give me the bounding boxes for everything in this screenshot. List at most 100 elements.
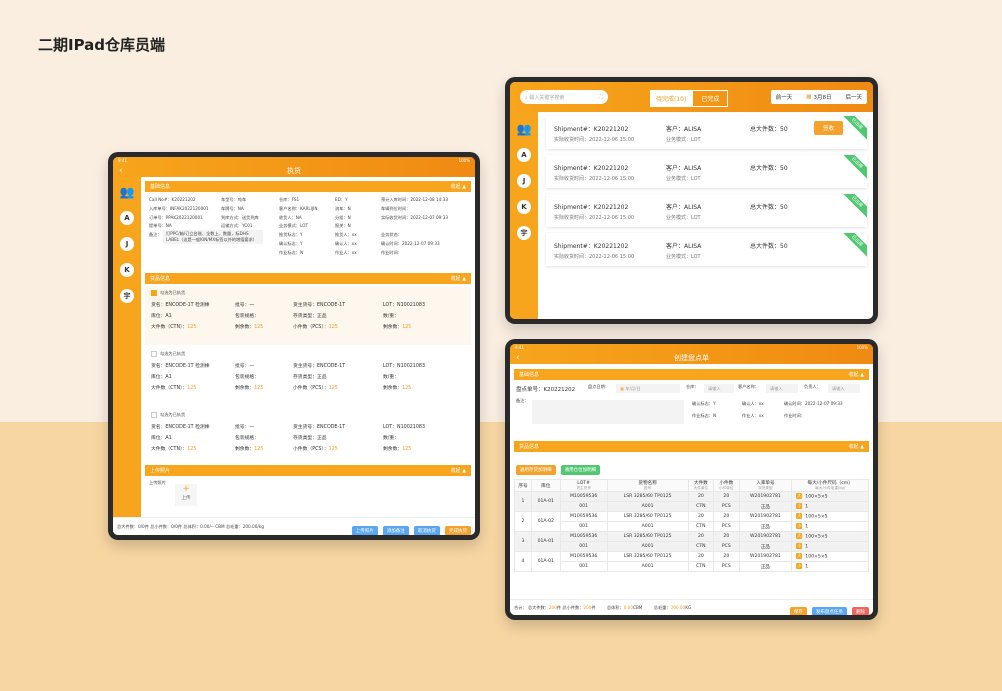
sidebar-item-j[interactable]: J [517,174,531,188]
received-time: 实际收货时间：2022-12-06 15:00 [554,254,635,260]
business-mode: 业务模式：LOT [666,254,701,260]
shipment-card[interactable]: Shipment#：K20221202 实际收货时间：2022-12-06 15:… [546,155,867,188]
stocktake-content: 基础信息 收起 ▲ 盘点单号：K20221202 盘点日期： ▦ 年/月/日 仓库… [514,369,873,599]
info-field: 推货人：xx [335,232,357,238]
date-field[interactable]: ▦ 年/月/日 [616,384,680,393]
sidebar-item-yu[interactable]: 宇 [517,226,531,240]
cell-type: 正品 [738,501,793,512]
section-title: 基础信息 [150,184,171,190]
battery-indicator: 100% [856,345,868,350]
add-goods-detail-button[interactable]: 通用存货加明细 [516,465,556,475]
business-mode: 业务模式：LOT [666,176,701,182]
worker: 作业人：xx [742,413,764,418]
collapse-toggle[interactable]: 收起 ▲ [848,372,864,378]
tab-pending[interactable]: 待完成(10) [650,90,693,107]
shipment-card[interactable]: Shipment#：K20221202 实际收货时间：2022-12-06 15:… [546,194,867,227]
sidebar-item-k[interactable]: K [517,200,531,214]
shipment-card[interactable]: Shipment#：K20221202 实际收货时间：2022-12-06 15:… [546,233,867,266]
cell-type: 正品 [738,541,793,552]
checkbox-label: 勾选为已执货 [160,412,186,417]
cell-own: 001 [559,541,608,552]
info-field: 车型号：吨车 [221,197,247,202]
upload-photo-button[interactable]: + 上传 [175,484,197,506]
search-box[interactable]: ⌕ 输入关键字搜索 ⛶ [520,90,608,104]
column-subtitle: 每大/小件毛重(kg) [815,486,846,490]
current-date[interactable]: 3月8日 [813,95,832,101]
cell-big-u: CTN [687,501,715,512]
row-location: 01A-01 [530,491,561,512]
publish-task-button[interactable]: 发布盘点任务 [811,607,847,615]
column-header: 库位 [530,479,561,492]
goods-list: 勾选为已执货 货名：ENCODE-1T 检测棒 批号：一 货主货号：ENCODE-1T… [145,287,471,467]
qty-value: 125 [187,325,197,330]
sidebar-item-k[interactable]: K [120,263,134,277]
weight-value: 1 [805,564,809,570]
warehouse-input[interactable]: 请输入 [704,384,734,393]
cancel-picking-button[interactable]: 取消执货 [413,526,440,535]
goods-field-shipper-no: 货主货号：ENCODE-1T [293,425,346,430]
status-ribbon: 已出库 [840,233,867,258]
qty-label: 小件数（PCS）： [293,447,329,452]
cell-type: 正品 [738,561,793,572]
sign-button[interactable]: 签收 [814,121,844,135]
table-row-sub[interactable]: 001 A001 CTN PCS 正品小 1 [514,501,869,512]
table-row[interactable]: 4 01A-01 M10059536 LSR 3285/60 TP0125 20 20 W2… [514,551,869,572]
collapse-toggle[interactable]: 收起 ▲ [450,276,466,282]
sidebar-item-j[interactable]: J [120,237,134,251]
row-location: 01A-01 [530,531,561,552]
section-header: 基础信息 收起 ▲ [514,369,869,380]
prev-day-button[interactable]: 前一天 [775,95,793,101]
calendar-icon[interactable]: ▦ [806,94,812,100]
picked-checkbox[interactable]: 勾选为已执货 [151,350,185,358]
status-bar: 9:41 100% [113,157,475,164]
table-row-sub[interactable]: 001 A001 CTN PCS 正品小 1 [514,561,869,572]
table-row[interactable]: 3 01A-01 M10059536 LSR 3285/60 TP0125 20 20 W2… [514,531,869,552]
goods-field-qty-l: 数/重： [383,314,400,319]
tab-completed[interactable]: 已完成 [692,90,729,107]
confirm-time: 确认时间：2022-12-07 09:33 [784,401,843,406]
table-row[interactable]: 2 01A-02 M10059536 LSR 3285/60 TP0125 20 20 W2… [514,511,869,532]
back-icon[interactable]: ‹ [119,165,123,176]
unit: 件 [591,604,596,610]
add-remark-button[interactable]: 添加备注 [382,526,409,535]
users-icon[interactable]: 👥 [119,185,135,199]
row-number: 4 [514,551,532,572]
picked-checkbox[interactable]: 勾选为已执货 [151,411,185,419]
scan-icon[interactable]: ⛶ [599,94,603,100]
shipment-card[interactable]: Shipment#：K20221202 实际收货时间：2022-12-06 15:… [546,116,867,149]
collapse-toggle[interactable]: 收起 ▲ [450,184,466,190]
delete-button[interactable]: 删除 [852,607,869,615]
complete-picking-button[interactable]: 完成执货 [445,526,471,535]
next-day-button[interactable]: 后一天 [845,95,862,101]
cell-big: 20 [687,531,715,542]
back-icon[interactable]: ‹ [516,352,520,363]
sidebar-item-a[interactable]: A [517,148,531,162]
remark-textarea[interactable] [532,400,684,424]
sidebar-item-a[interactable]: A [120,211,134,225]
owner-label: 负责人： [804,384,821,389]
size-value: 100×5×5 [805,554,828,560]
add-location-detail-button[interactable]: 通用仓位加明细 [560,465,601,475]
table-row[interactable]: 1 01A-01 M10059536 LSR 3285/60 TP0125 20 20 W2… [514,491,869,512]
collapse-toggle[interactable]: 收起 ▲ [848,444,864,450]
owner-input[interactable]: 请输入 [828,384,860,393]
cell-type: 正品 [738,521,793,532]
weight-tag: 小 [796,563,803,570]
table-row-sub[interactable]: 001 A001 CTN PCS 正品小 1 [514,521,869,532]
sidebar-item-yu[interactable]: 宇 [120,289,134,303]
save-button[interactable]: 保存 [789,607,807,615]
business-mode: 业务模式：LOT [666,137,701,143]
customer-input[interactable]: 请输入 [766,384,798,393]
upload-photo-footer-button[interactable]: 上传照片 [351,526,378,535]
picked-checkbox[interactable]: 勾选为已执货 [151,289,185,297]
customer-label: 客户名称： [738,384,759,389]
cell-size: 大 100×5×5 [791,491,869,502]
picking-footer: 总大件数：0/0件 总小件数：0/0件 总体积：0.00/-- CBM 总毛重：… [113,517,475,535]
column-title: 每大/小件尺码（cm） [807,481,853,486]
goods-field-loc: 库位：A1 [151,314,172,319]
users-icon[interactable]: 👥 [516,122,532,136]
collapse-toggle[interactable]: 收起 ▲ [450,468,466,474]
goods-field-shipper-no: 货主货号：ENCODE-1T [293,364,346,369]
table-row-sub[interactable]: 001 A001 CTN PCS 正品小 1 [514,541,869,552]
section-title: 基础信息 [519,372,540,378]
